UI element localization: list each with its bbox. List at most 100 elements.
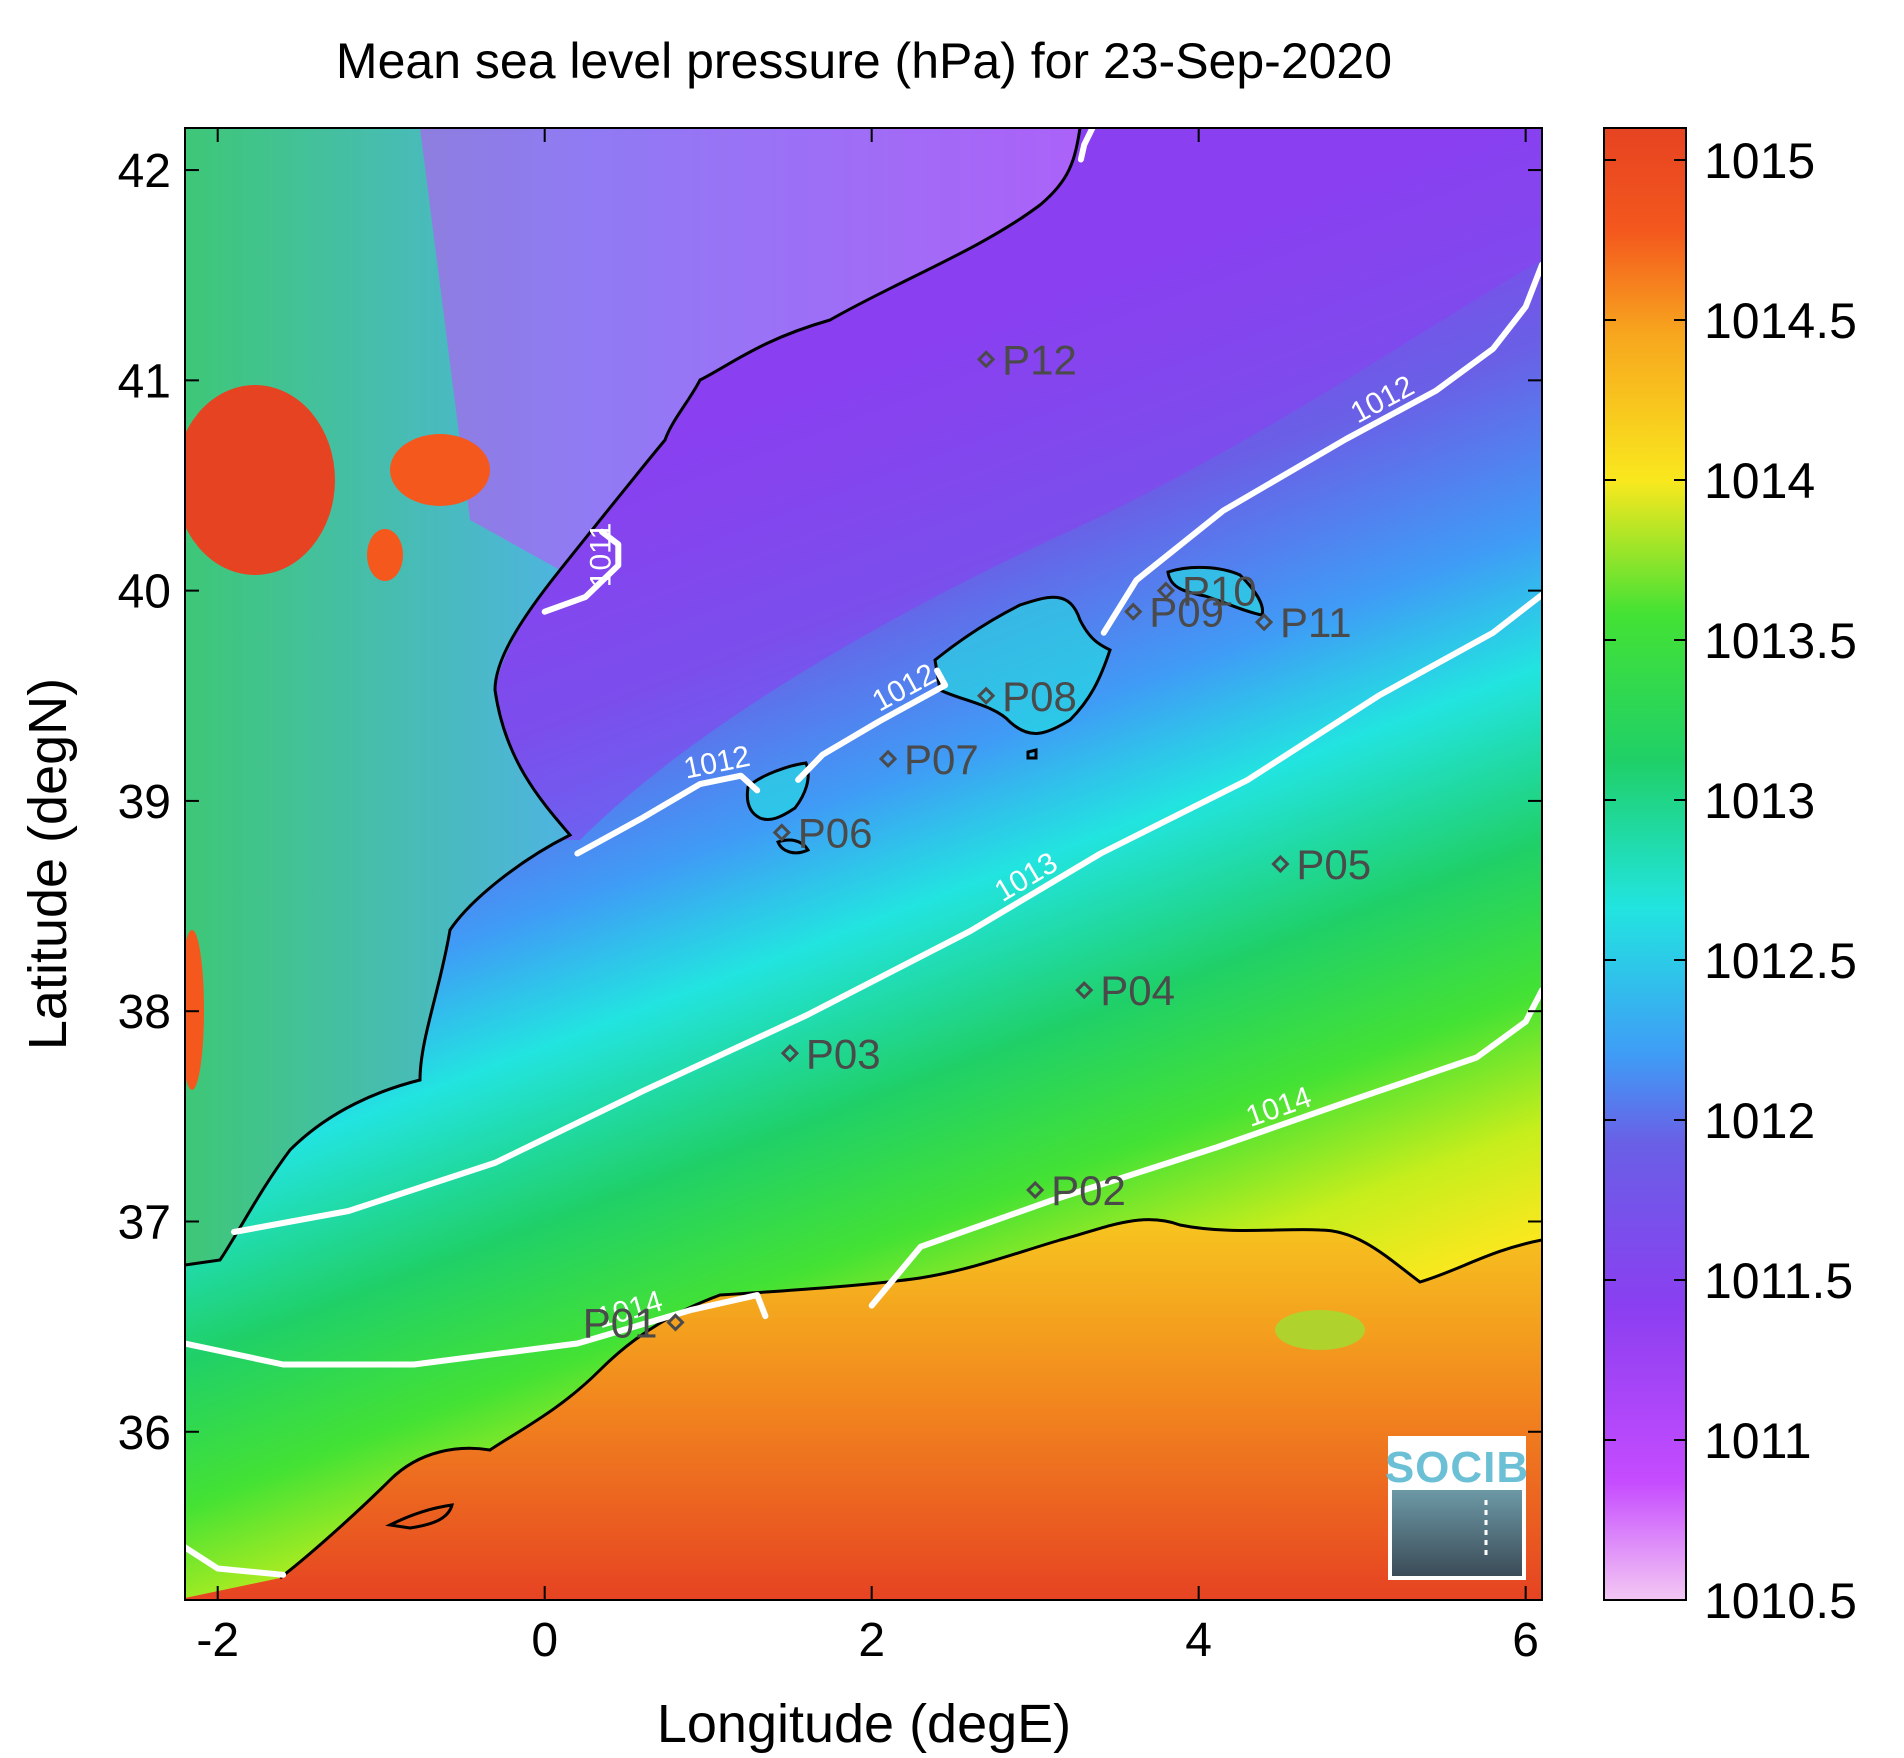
coastline-iberia — [185, 128, 1082, 1267]
station-label: P01 — [583, 1299, 658, 1346]
station-label: P10 — [1182, 568, 1257, 615]
land-green-patch — [1275, 1310, 1365, 1350]
inland-high-blob — [185, 385, 335, 575]
station-label: P05 — [1296, 841, 1371, 888]
station-marker-icon — [1026, 1180, 1045, 1200]
x-tick-label: 2 — [858, 1614, 885, 1667]
station-marker-icon — [976, 686, 996, 705]
x-tick-label: 6 — [1512, 1614, 1539, 1667]
station-p04[interactable]: P04 — [1075, 967, 1175, 1014]
x-axis-label: Longitude (degE) — [657, 1694, 1071, 1754]
x-tick-label: -2 — [196, 1614, 239, 1667]
colorbar-tick-label: 1011.5 — [1704, 1253, 1853, 1309]
station-label: P09 — [1149, 589, 1224, 636]
station-p06[interactable]: P06 — [772, 809, 873, 856]
station-p07[interactable]: P07 — [878, 736, 979, 783]
station-label: P08 — [1002, 673, 1077, 720]
colorbar-tick-label: 1010.5 — [1704, 1573, 1857, 1629]
colorbar: 1010.5 1011 1011.5 1012 1012.5 1013 1013.5 1014… — [1603, 127, 1857, 1629]
colorbar-ticks: 1010.5 1011 1011.5 1012 1012.5 1013 1013.5 1014… — [1604, 133, 1857, 1629]
station-marker-icon — [878, 749, 898, 768]
land-iberia-upper-shade — [420, 128, 1080, 570]
y-tick-label: 42 — [118, 145, 171, 198]
colorbar-tick-label: 1013.5 — [1704, 613, 1857, 669]
island-menorca — [1168, 567, 1263, 615]
colorbar-tick-label: 1014.5 — [1704, 293, 1857, 349]
isobar-1011 — [541, 528, 622, 615]
station-label: P07 — [904, 736, 979, 783]
isobar-1012 — [795, 667, 949, 783]
y-tick-label: 38 — [118, 986, 171, 1039]
station-marker-icon — [772, 823, 791, 842]
coastline-cabrera — [1026, 748, 1038, 760]
coastline-alboran-islet — [385, 1503, 455, 1530]
land-north-africa — [185, 1219, 1542, 1600]
x-tick-label: 0 — [531, 1614, 558, 1667]
station-p12[interactable]: P12 — [976, 336, 1077, 383]
station-label: P06 — [798, 809, 873, 856]
colorbar-tick-label: 1012.5 — [1704, 933, 1857, 989]
isobar-1011 — [1077, 128, 1096, 163]
inland-high-blob — [185, 930, 204, 1090]
isobar-1013 — [231, 591, 1542, 1235]
station-p02[interactable]: P02 — [1026, 1167, 1126, 1214]
station-p03[interactable]: P03 — [780, 1030, 881, 1077]
station-marker-icon — [1124, 602, 1143, 621]
y-tick-label: 41 — [118, 355, 171, 408]
station-p11[interactable]: P11 — [1254, 599, 1352, 646]
station-p10[interactable]: P10 — [1156, 568, 1257, 615]
coastline-menorca — [1166, 565, 1265, 617]
station-marker-icon — [780, 1044, 800, 1063]
colorbar-tick-label: 1013 — [1704, 773, 1815, 829]
colorbar-tick-label: 1015 — [1704, 133, 1815, 189]
isobar-1012 — [574, 772, 761, 857]
station-label: P11 — [1280, 599, 1352, 646]
isobar-1014 — [185, 1544, 287, 1578]
colorbar-tick-label: 1014 — [1704, 453, 1815, 509]
isobar-label: 1011 — [584, 523, 617, 588]
isobar-1014 — [868, 987, 1542, 1309]
coastline-mallorca — [933, 595, 1112, 736]
station-p08[interactable]: P08 — [976, 673, 1077, 720]
station-marker-icon — [1075, 981, 1094, 1000]
y-tick-label: 37 — [118, 1196, 171, 1249]
station-label: P04 — [1100, 967, 1175, 1014]
y-tick-label: 40 — [118, 566, 171, 619]
logo-text: SOCIB — [1385, 1443, 1529, 1492]
station-label: P03 — [806, 1030, 881, 1077]
plot-frame — [184, 127, 1543, 1601]
station-p05[interactable]: P05 — [1271, 841, 1371, 888]
inland-high-blob — [390, 434, 490, 506]
station-marker-icon — [976, 350, 996, 369]
station-marker-icon — [1271, 854, 1290, 874]
land-iberia — [185, 128, 1080, 1265]
inland-high-blob — [367, 529, 403, 581]
chart-title: Mean sea level pressure (hPa) for 23-Sep… — [336, 33, 1392, 89]
colorbar-ramp — [1603, 127, 1687, 1601]
station-marker-icon — [1254, 613, 1274, 632]
station-label: P02 — [1051, 1167, 1126, 1214]
island-mallorca — [935, 597, 1110, 734]
y-tick-label: 39 — [118, 776, 171, 829]
colorbar-tick-label: 1011 — [1704, 1413, 1812, 1469]
coastline-north-africa — [279, 1218, 1542, 1580]
y-axis-label: Latitude (degN) — [18, 678, 78, 1050]
y-axis: 36 37 38 39 40 41 42 — [118, 145, 1542, 1460]
socib-logo: SOCIB — [1385, 1436, 1529, 1580]
station-p09[interactable]: P09 — [1124, 589, 1224, 636]
coastline-ibiza — [745, 761, 810, 822]
station-marker-icon — [1156, 581, 1176, 600]
station-marker-icon — [666, 1313, 685, 1332]
x-axis: -2 0 2 4 6 — [196, 128, 1539, 1667]
station-label: P12 — [1002, 336, 1077, 383]
isobar-1014 — [185, 1292, 769, 1368]
isobar-1012 — [1100, 261, 1542, 636]
coastline-formentera — [776, 838, 811, 855]
x-tick-label: 4 — [1185, 1614, 1212, 1667]
colorbar-tick-label: 1012 — [1704, 1093, 1815, 1149]
station-p01[interactable]: P01 — [583, 1299, 685, 1346]
y-tick-label: 36 — [118, 1407, 171, 1460]
